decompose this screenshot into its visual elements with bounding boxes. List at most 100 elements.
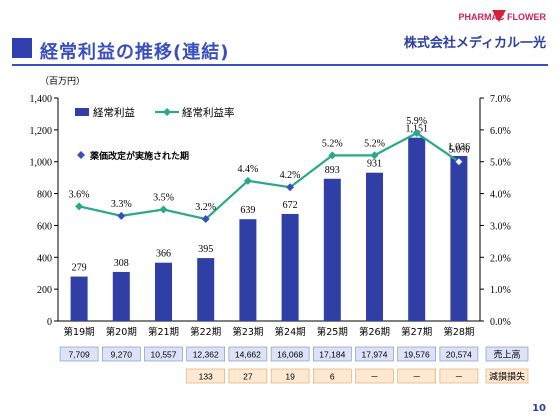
y-right-tick-label: 5.0% <box>490 158 511 169</box>
title-marker <box>12 38 32 58</box>
sales-cell <box>59 346 99 362</box>
impairment-value: 27 <box>243 372 253 382</box>
legend-line-label: 経常利益率 <box>182 106 235 119</box>
sales-value: 16,068 <box>277 350 303 360</box>
ratio-label: 4.2% <box>280 170 301 181</box>
y-right-tick-label: 0.0% <box>490 317 511 328</box>
ratio-point <box>243 176 252 185</box>
sales-cell <box>186 346 225 362</box>
ratio-point <box>370 151 379 160</box>
x-tick-label: 第19期 <box>64 326 95 338</box>
sales-cell <box>270 346 310 362</box>
revision-marker <box>454 157 464 167</box>
logo-pharmac-text: PHARMAC FLOWER <box>458 12 546 22</box>
legend-line-marker <box>163 108 171 116</box>
impairment-value: 133 <box>199 372 213 382</box>
bar-value-label: 672 <box>283 200 298 211</box>
sales-value: 17,184 <box>319 350 345 360</box>
y-left-tick-label: 800 <box>37 190 52 201</box>
impairment-cell <box>228 368 268 384</box>
y-right-tick-label: 1.0% <box>490 285 511 296</box>
page-title: 経常利益の推移(連結) <box>40 42 230 63</box>
y-right-tick-label: 6.0% <box>490 126 511 137</box>
legend-revision-marker <box>77 151 85 159</box>
y-left-tick-label: 600 <box>37 221 52 232</box>
impairment-value: 6 <box>330 372 335 382</box>
impairment-label-cell <box>485 368 529 384</box>
x-tick-label: 第25期 <box>317 326 348 338</box>
sales-cell <box>228 346 268 362</box>
ratio-point <box>159 205 168 214</box>
y-left-tick-label: 0 <box>47 317 52 328</box>
impairment-value: － <box>370 372 379 382</box>
company-logo: PHARMAC FLOWER 株式会社メディカル一光 <box>404 12 546 51</box>
flower-icon <box>492 10 506 22</box>
sales-value: 17,974 <box>362 350 388 360</box>
sales-cell <box>312 346 352 362</box>
ratio-line <box>78 131 460 221</box>
revision-marker <box>201 215 210 224</box>
impairment-value: － <box>412 372 421 382</box>
legend-bar-label: 経常利益 <box>93 106 135 119</box>
impairment-value: 19 <box>285 372 295 382</box>
impairment-label: 減損損失 <box>489 371 525 383</box>
bar <box>70 276 88 321</box>
y-right-tick-label: 4.0% <box>490 190 511 201</box>
bar <box>366 172 383 321</box>
bar-value-label: 639 <box>240 205 255 216</box>
impairment-cell <box>439 368 479 384</box>
y-right-tick-label: 7.0% <box>490 94 511 105</box>
legend-revision-label: 薬価改定が実施された期 <box>90 150 189 162</box>
x-tick-label: 第21期 <box>148 326 179 338</box>
bar-value-label: 279 <box>72 263 87 274</box>
bar <box>281 213 299 321</box>
impairment-cell <box>355 368 394 384</box>
x-tick-label: 第26期 <box>359 326 390 338</box>
revision-marker <box>286 183 295 192</box>
sales-value: 7,709 <box>68 350 90 360</box>
impairment-cell <box>312 368 352 384</box>
impairment-cell <box>186 368 225 384</box>
bar <box>197 258 215 321</box>
sales-label-cell <box>485 346 529 362</box>
ratio-label: 5.2% <box>322 138 343 149</box>
ratio-point <box>328 151 337 160</box>
bar-value-label: 893 <box>325 165 340 176</box>
sales-value: 14,662 <box>235 350 261 360</box>
page-number: 10 <box>532 403 546 414</box>
y-left-tick-label: 400 <box>37 253 52 264</box>
legend-bar-swatch <box>75 108 89 116</box>
y-left-tick-label: 1,000 <box>30 158 53 169</box>
bar <box>112 271 130 321</box>
x-tick-label: 第24期 <box>275 326 306 338</box>
impairment-cell <box>270 368 310 384</box>
sales-label: 売上高 <box>493 349 520 361</box>
x-tick-label: 第27期 <box>401 326 432 338</box>
sales-value: 12,362 <box>193 350 219 360</box>
ratio-label: 4.4% <box>237 164 258 175</box>
bar-value-label: 931 <box>367 159 382 170</box>
sales-cell <box>355 346 394 362</box>
impairment-cell <box>397 368 437 384</box>
sales-value: 9,270 <box>111 350 133 360</box>
bar-value-label: 308 <box>114 258 129 269</box>
bar-value-label: 366 <box>156 249 171 260</box>
sales-cell <box>144 346 183 362</box>
bar-value-label: 1,036 <box>448 142 471 153</box>
bar <box>239 219 257 321</box>
sales-value: 20,574 <box>446 350 472 360</box>
bar <box>450 155 468 321</box>
y-left-tick-label: 1,400 <box>30 94 53 105</box>
logo-company-name: 株式会社メディカル一光 <box>403 36 546 51</box>
ratio-label: 3.2% <box>195 202 216 213</box>
bar <box>323 178 341 321</box>
ratio-point <box>75 202 84 211</box>
x-tick-label: 第20期 <box>106 326 137 338</box>
sales-cell <box>102 346 141 362</box>
ratio-label: 3.6% <box>69 189 90 200</box>
ratio-label: 3.5% <box>153 193 174 204</box>
sales-cell <box>439 346 479 362</box>
y-left-tick-label: 1,200 <box>30 126 53 137</box>
sales-cell <box>397 346 437 362</box>
